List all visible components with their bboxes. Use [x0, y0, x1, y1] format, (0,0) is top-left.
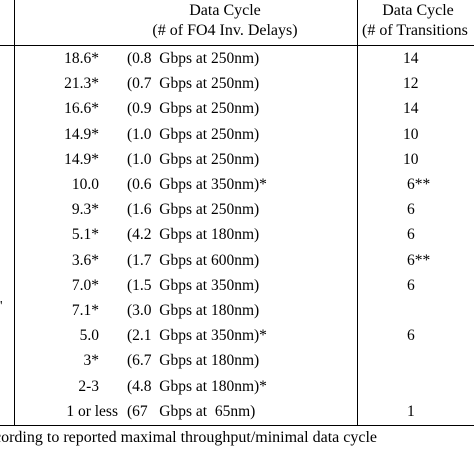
table-row-rate: (1.0 Gbps at 250nm) — [127, 125, 260, 143]
table-row-delay: 18.6* — [64, 50, 99, 67]
table-row-transitions: 10 — [403, 125, 419, 143]
table-row-rate: (3.0 Gbps at 180nm) — [127, 302, 260, 319]
table-row-transitions: 6** — [407, 251, 431, 269]
table-row-transitions: 6** — [407, 176, 431, 193]
delay-header-line1: Data Cycle — [189, 2, 261, 19]
table-row-rate: (4.2 Gbps at 180nm) — [127, 226, 260, 244]
left-border — [14, 0, 15, 426]
table-row-delay: 3* — [83, 352, 100, 370]
table-row-rate: (6.7 Gbps at 180nm) — [127, 352, 260, 370]
table-row-delay: 7.0* — [71, 276, 99, 294]
table-row-rate: (1.5 Gbps at 350nm) — [127, 276, 260, 294]
header-bottom-rule — [0, 45, 474, 46]
table-row-transitions: 14 — [403, 50, 419, 67]
table-row-delay: 10.0 — [71, 176, 99, 193]
table-row-transitions: 6 — [407, 226, 415, 244]
table-row-transitions: 6 — [407, 201, 415, 219]
table-row-transitions: 1 — [407, 402, 415, 420]
column-divider — [357, 0, 358, 426]
table-row-delay: 9.3* — [71, 201, 99, 219]
table-row-rate: (4.8 Gbps at 180nm)* — [127, 377, 267, 395]
table-row-transitions: 10 — [403, 150, 419, 168]
table-row-rate: (1.6 Gbps at 250nm) — [127, 201, 260, 219]
table-row-transitions: 14 — [403, 100, 419, 118]
table-row-rate: (0.7 Gbps at 250nm) — [127, 75, 260, 93]
transitions-header-line1: Data Cycle — [382, 2, 454, 19]
table-row-delay: 2-3 — [78, 377, 99, 395]
table-row-rate: (2.1 Gbps at 350nm)* — [127, 327, 267, 345]
table-row-rate: (1.0 Gbps at 250nm) — [127, 150, 260, 168]
table-row-delay: 3.6* — [71, 251, 99, 269]
table-row-rate: (1.7 Gbps at 600nm) — [127, 251, 260, 269]
table-row-rate: (0.9 Gbps at 250nm) — [127, 100, 260, 118]
delay-header-line2: (# of FO4 Inv. Delays) — [152, 22, 298, 39]
table-row-delay: 5.0 — [79, 327, 99, 345]
footnote: cording to reported maximal throughput/m… — [0, 429, 377, 446]
table-bottom-rule — [0, 425, 474, 426]
table-row-delay: 1 or less — [66, 402, 118, 420]
table-row-transitions: 6 — [407, 327, 415, 345]
stray-mark: ' — [0, 299, 3, 314]
table-row-rate: (0.6 Gbps at 350nm)* — [127, 176, 267, 193]
table-row-delay: 16.6* — [64, 100, 99, 118]
table-row-transitions: 12 — [403, 75, 419, 93]
table-row-delay: 21.3* — [64, 75, 99, 93]
table-row-rate: (0.8 Gbps at 250nm) — [127, 50, 260, 67]
transitions-header-line2: (# of Transitions — [362, 22, 468, 39]
table-row-rate: (67 Gbps at 65nm) — [127, 402, 256, 420]
table-row-delay: 14.9* — [64, 125, 99, 143]
table-row-delay: 7.1* — [71, 302, 99, 319]
table-row-delay: 5.1* — [71, 226, 99, 244]
table-row-delay: 14.9* — [64, 150, 99, 168]
table-row-transitions: 6 — [407, 276, 415, 294]
